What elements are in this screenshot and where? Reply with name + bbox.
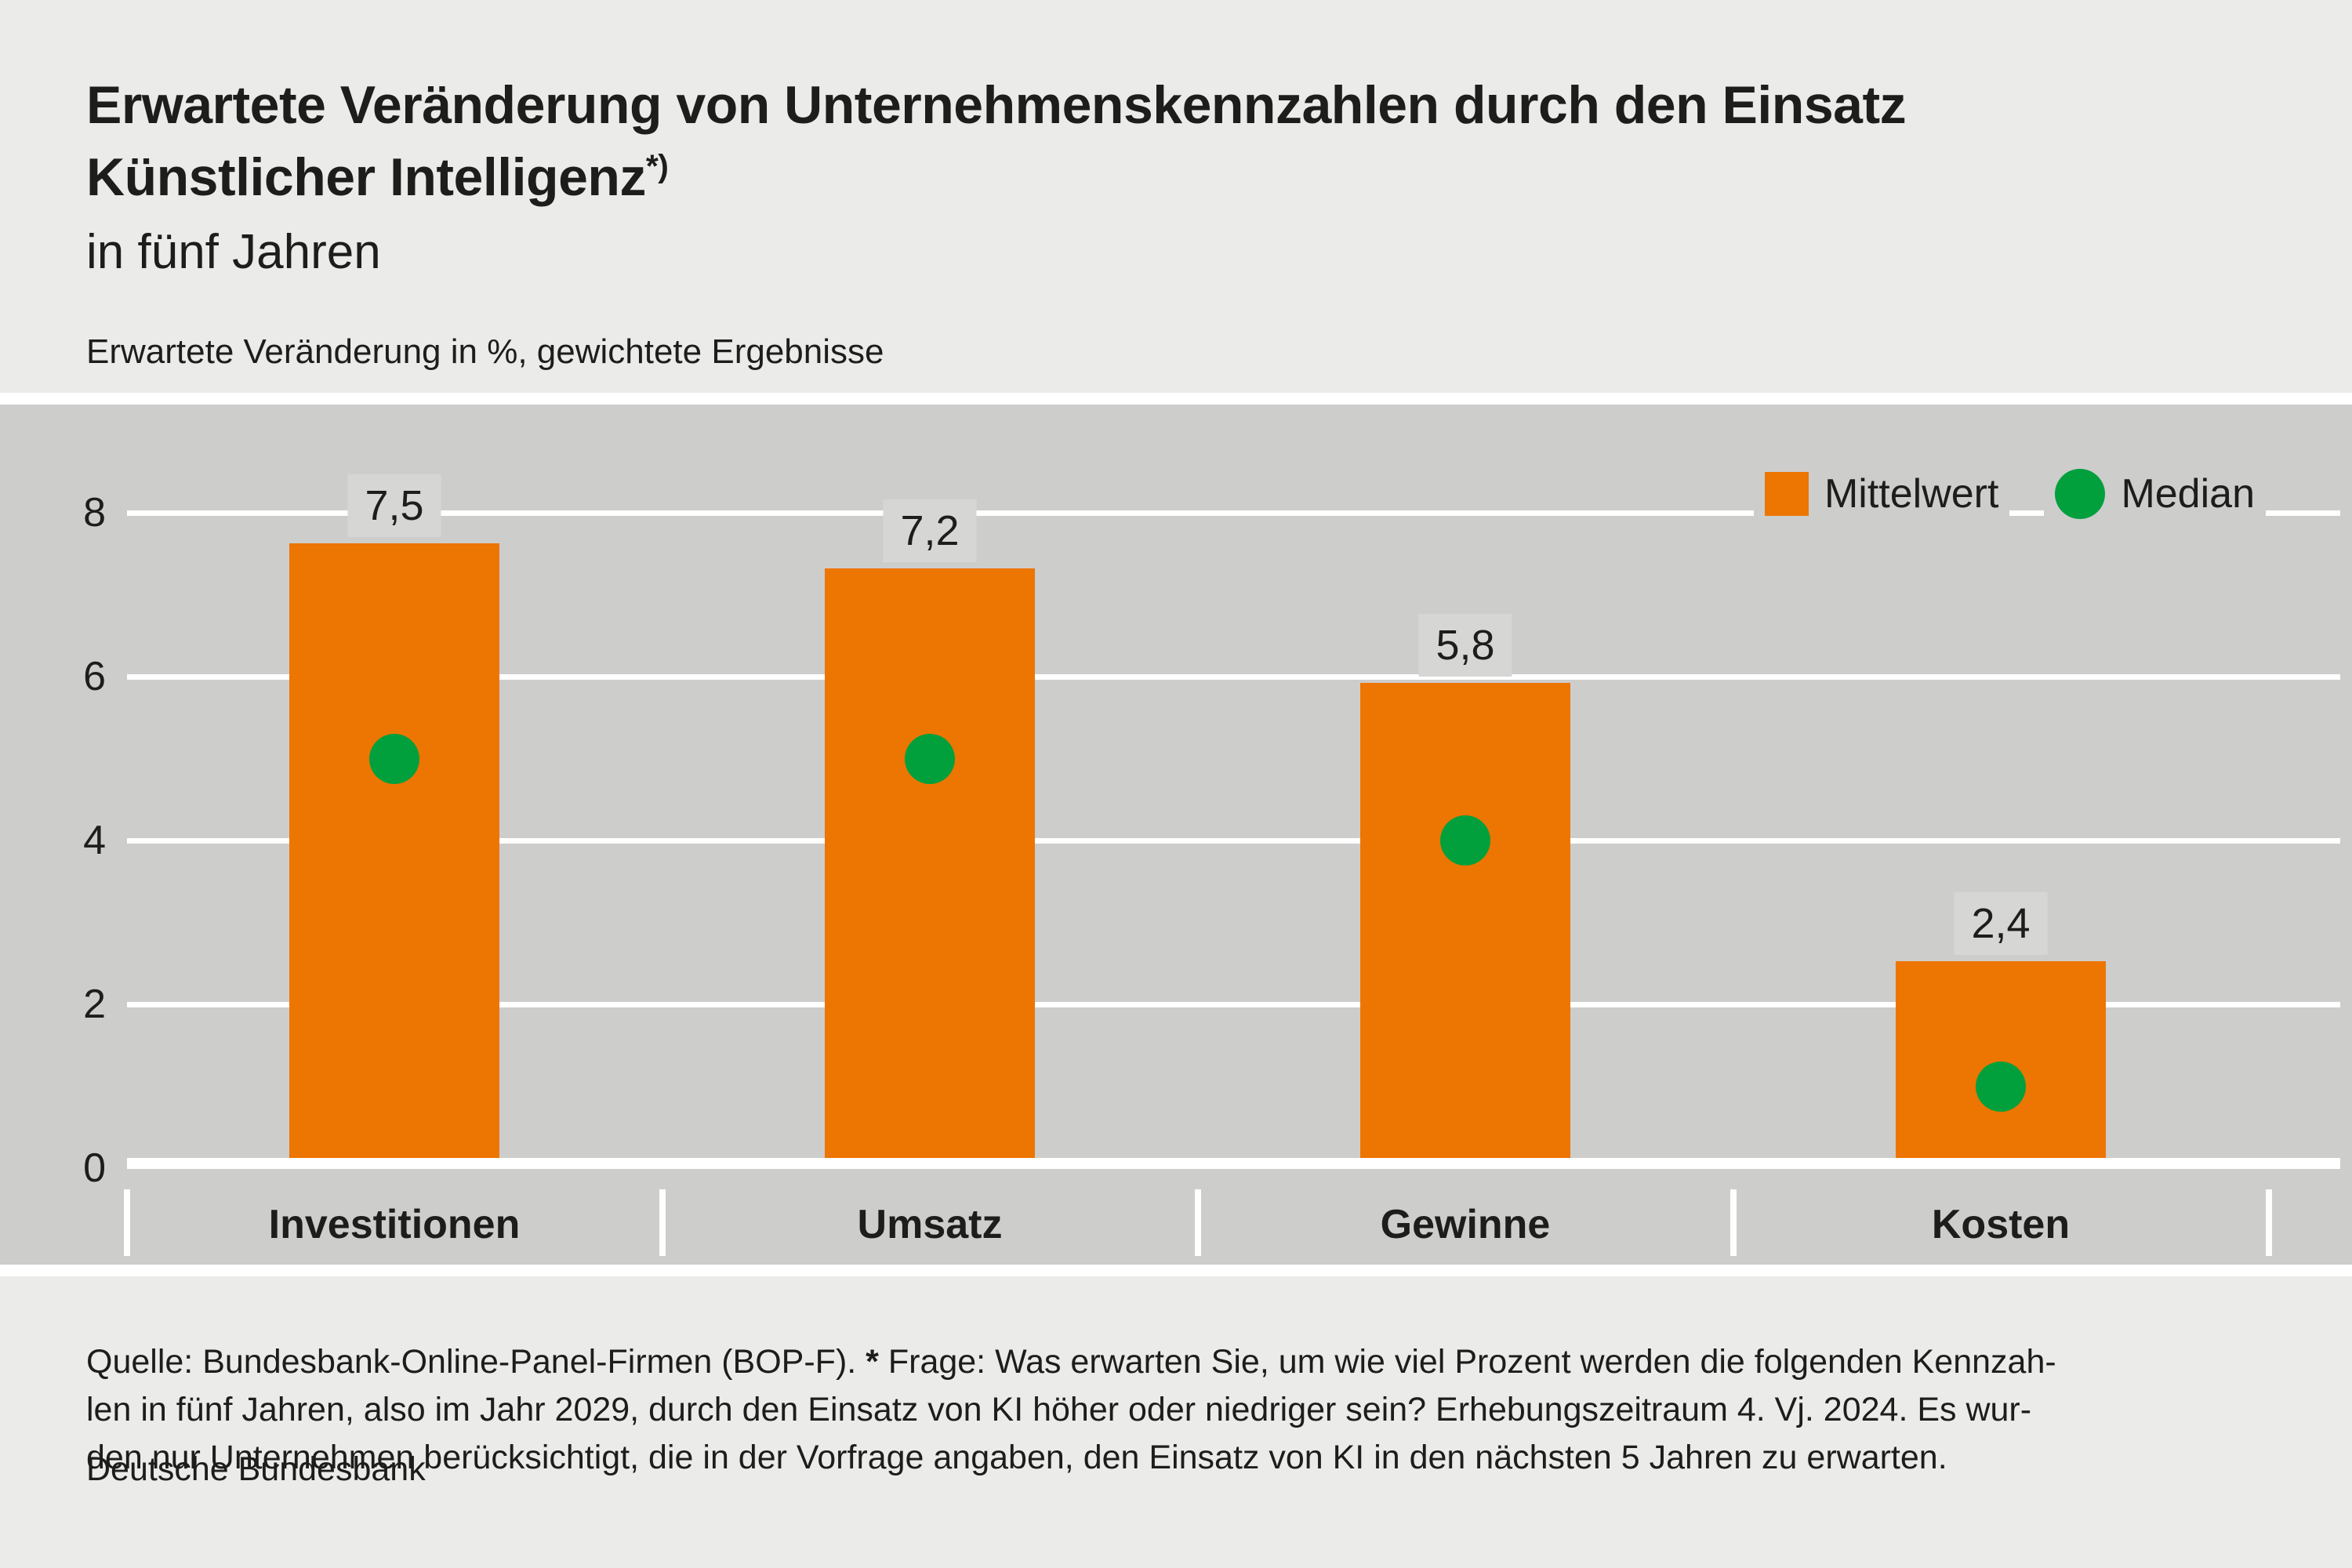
- footnote-line3: den nur Unternehmen berücksichtigt, die …: [86, 1439, 1947, 1476]
- footnote-quelle: Quelle: Bundesbank-Online-Panel-Firmen (…: [86, 1343, 866, 1381]
- legend-label-median: Median: [2121, 471, 2255, 517]
- legend-item-mittelwert: Mittelwert: [1753, 463, 2010, 525]
- y-tick-label-0: 0: [83, 1145, 106, 1191]
- bar-gewinne: [1360, 683, 1570, 1158]
- category-label-kosten: Kosten: [1931, 1202, 2071, 1247]
- footnote-line2: len in fünf Jahren, also im Jahr 2029, d…: [86, 1391, 2032, 1428]
- page-subtitle: in fünf Jahren: [86, 225, 381, 279]
- bar-investitionen: [289, 543, 499, 1158]
- value-label-umsatz: 7,2: [883, 499, 977, 562]
- y-tick-label-4: 4: [83, 818, 106, 863]
- median-dot-investitionen: [369, 734, 419, 784]
- value-label-investitionen: 7,5: [347, 474, 441, 537]
- category-label-investitionen: Investitionen: [268, 1202, 521, 1247]
- gridline-6: [127, 674, 2340, 680]
- median-dot-kosten: [1976, 1062, 2026, 1112]
- page-title-line2-text: Künstlicher Intelligenz: [86, 147, 646, 207]
- mean-bar-swatch-icon: [1764, 472, 1809, 516]
- y-tick-label-6: 6: [83, 654, 106, 699]
- median-dot-gewinne: [1440, 815, 1490, 866]
- value-label-kosten: 2,4: [1954, 892, 2048, 955]
- source-attribution: Deutsche Bundesbank: [86, 1450, 426, 1488]
- value-label-gewinne: 5,8: [1418, 614, 1512, 677]
- category-axis-tick-0: [124, 1189, 130, 1256]
- category-axis-tick-2: [1195, 1189, 1201, 1256]
- median-dot-swatch-icon: [2055, 469, 2106, 519]
- title-block: Erwartete Veränderung von Unternehmenske…: [86, 69, 2281, 289]
- gridline-4: [127, 838, 2340, 844]
- plot-bottom-rule: [0, 1265, 2352, 1276]
- legend-label-mittelwert: Mittelwert: [1824, 471, 1999, 517]
- gridline-8: [127, 510, 2340, 516]
- y-tick-label-2: 2: [83, 982, 106, 1027]
- y-tick-label-8: 8: [83, 490, 106, 535]
- category-label-gewinne: Gewinne: [1380, 1202, 1551, 1247]
- median-dot-umsatz: [905, 734, 955, 784]
- legend: Mittelwert Median: [1753, 459, 2266, 528]
- footnote-marker: *): [645, 147, 669, 184]
- footnote-text: Quelle: Bundesbank-Online-Panel-Firmen (…: [86, 1338, 2328, 1482]
- bar-kosten: [1896, 961, 2106, 1158]
- legend-item-median: Median: [2044, 459, 2266, 528]
- category-axis-tick-3: [1730, 1189, 1737, 1256]
- plot-area: Mittelwert Median 0 2 4 6 8 7,5 Investitionen 7…: [0, 405, 2352, 1265]
- bar-umsatz: [825, 568, 1035, 1158]
- zero-gridline: [127, 1158, 2340, 1169]
- page-title-line1: Erwartete Veränderung von Unternehmenske…: [86, 75, 1907, 135]
- gridline-2: [127, 1002, 2340, 1007]
- page-title-line2: Künstlicher Intelligenz*): [86, 141, 2281, 213]
- plot-top-rule: [0, 393, 2352, 405]
- footnote-star: *: [866, 1343, 879, 1381]
- category-axis-tick-1: [659, 1189, 666, 1256]
- footnote-line1: Frage: Was erwarten Sie, um wie viel Pro…: [878, 1343, 2056, 1381]
- units-line: Erwartete Veränderung in %, gewichtete E…: [86, 332, 884, 371]
- category-label-umsatz: Umsatz: [857, 1202, 1003, 1247]
- category-axis-tick-4: [2266, 1189, 2272, 1256]
